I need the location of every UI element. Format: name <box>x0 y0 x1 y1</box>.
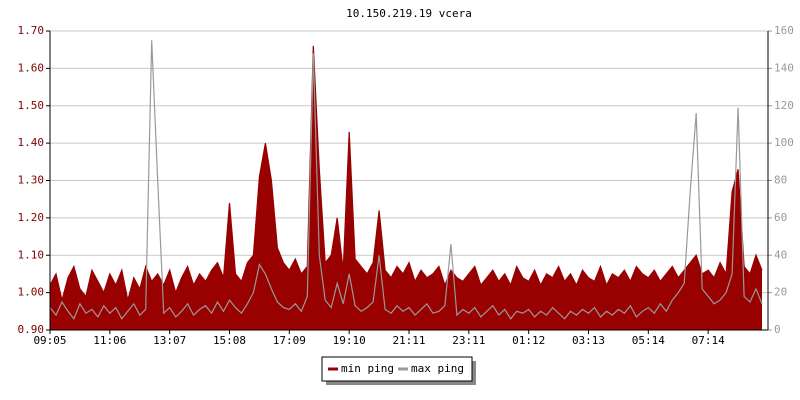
y2-tick-label: 40 <box>774 248 787 261</box>
y-tick-label: 1.30 <box>18 174 45 187</box>
legend-label: min ping <box>341 362 394 375</box>
series-area <box>50 45 762 331</box>
series-line <box>49 45 763 301</box>
y2-tick-label: 20 <box>774 286 787 299</box>
x-tick-label: 01:12 <box>512 334 545 347</box>
x-tick-label: 15:08 <box>213 334 246 347</box>
y2-tick-label: 80 <box>774 174 787 187</box>
y-tick-label: 1.60 <box>18 61 45 74</box>
x-tick-label: 03:13 <box>572 334 605 347</box>
x-tick-label: 19:10 <box>333 334 366 347</box>
y2-tick-label: 140 <box>774 61 794 74</box>
y2-tick-label: 100 <box>774 136 794 149</box>
y2-tick-label: 60 <box>774 211 787 224</box>
x-tick-label: 23:11 <box>452 334 485 347</box>
legend-box <box>321 356 473 382</box>
y-tick-label: 1.70 <box>18 24 45 37</box>
x-tick-label: 07:14 <box>692 334 725 347</box>
y-tick-label: 1.10 <box>18 248 45 261</box>
y2-tick-label: 0 <box>774 323 781 336</box>
legend-label: max ping <box>411 362 464 375</box>
legend: min ping max ping <box>321 356 476 385</box>
x-tick-label: 17:09 <box>273 334 306 347</box>
x-tick-label: 05:14 <box>632 334 665 347</box>
x-tick-label: 09:05 <box>33 334 66 347</box>
y-tick-label: 1.00 <box>18 286 45 299</box>
y-tick-label: 0.90 <box>18 323 45 336</box>
chart-title: 10.150.219.19 vcera <box>346 7 472 20</box>
y-tick-label: 1.40 <box>18 136 45 149</box>
y2-tick-label: 120 <box>774 99 794 112</box>
x-tick-label: 13:07 <box>153 334 186 347</box>
x-tick-label: 21:11 <box>392 334 425 347</box>
y-tick-label: 1.20 <box>18 211 45 224</box>
y2-tick-label: 160 <box>774 24 794 37</box>
series-line <box>49 40 763 320</box>
x-tick-label: 11:06 <box>93 334 126 347</box>
y-tick-label: 1.50 <box>18 99 45 112</box>
